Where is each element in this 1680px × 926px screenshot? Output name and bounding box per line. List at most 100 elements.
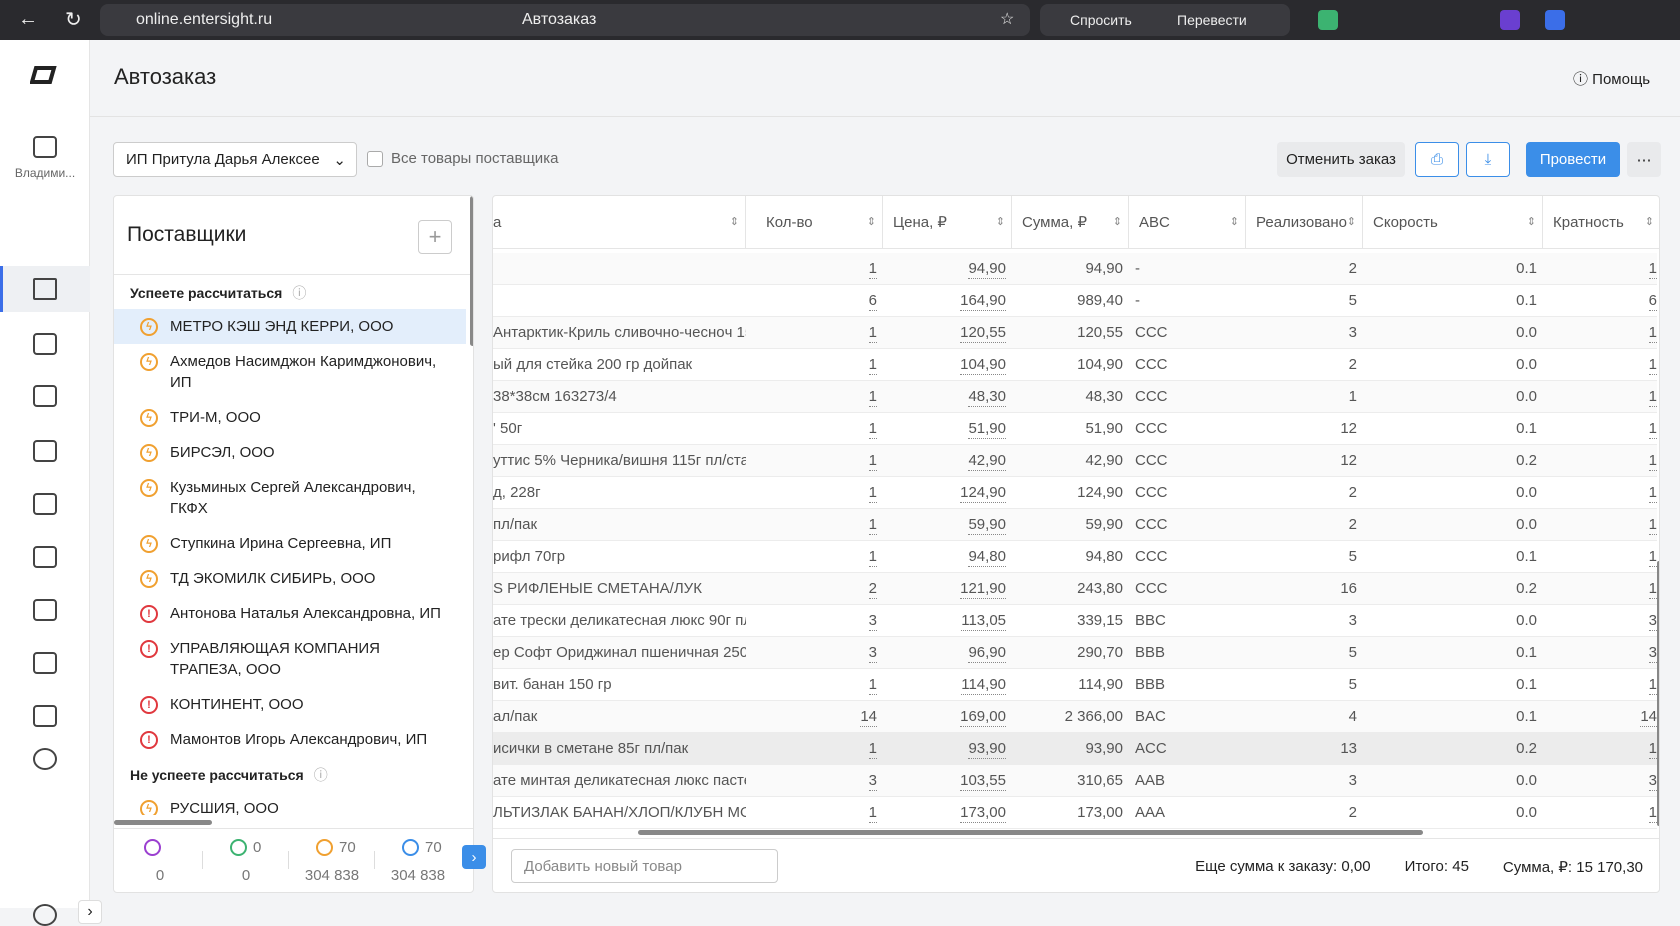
supplier-item[interactable]: ϟ Ступкина Ирина Сергеевна, ИП (114, 526, 466, 561)
table-row[interactable]: ате минтая деликатесная люкс пасте 3 103,5… (493, 765, 1657, 797)
nav-icon[interactable] (33, 546, 57, 568)
cell-text: 2 (868, 580, 877, 599)
nav-icon[interactable] (33, 333, 57, 355)
stat-count: 70 (425, 839, 442, 856)
user-icon[interactable] (33, 904, 57, 926)
column-header[interactable]: Кратность (1543, 196, 1659, 249)
cell-name: рифл 70гр (493, 541, 746, 573)
table-row[interactable]: ате трески деликатесная люкс 90г пл 3 113,… (493, 605, 1657, 637)
store-icon[interactable] (33, 136, 57, 158)
table-row[interactable]: S РИФЛЕНЫЕ СМЕТАНА/ЛУК 2 121,90 243,80 CCC 16… (493, 573, 1657, 605)
table-row[interactable]: 38*38см 163273/4 1 48,30 48,30 CCC 1 0.0 1 (493, 381, 1657, 413)
active-nav[interactable] (0, 266, 90, 312)
cell-mult: 1 (1543, 541, 1657, 573)
supplier-item[interactable]: ϟ РУСШИЯ, ООО (114, 791, 466, 815)
cell-sold: 2 (1246, 477, 1363, 509)
table-row[interactable]: д, 228г 1 124,90 124,90 CCC 2 0.0 1 (493, 477, 1657, 509)
column-header[interactable]: Реализовано (1246, 196, 1363, 249)
cell-name: 38*38см 163273/4 (493, 381, 746, 413)
reload-button[interactable]: ↻ (65, 9, 82, 31)
bookmark[interactable]: ☆ (1000, 11, 1015, 28)
cell-text: 42,90 (1085, 452, 1123, 469)
table-row[interactable]: ' 50г 1 51,90 51,90 CCC 12 0.1 1 (493, 413, 1657, 445)
cell-text: 3 (868, 772, 877, 791)
nav-icon[interactable] (33, 599, 57, 621)
table-row[interactable]: рифл 70гр 1 94,80 94,80 CCC 5 0.1 1 (493, 541, 1657, 573)
cell-text: ACC (1135, 740, 1167, 757)
cell-name: вит. банан 150 гр (493, 669, 746, 701)
column-header[interactable]: а (493, 196, 746, 249)
cell-text: 5 (1348, 644, 1357, 661)
supplier-item[interactable]: ! КОНТИНЕНТ, ООО (114, 687, 466, 722)
settings-icon[interactable] (33, 748, 57, 770)
scrollbar (1657, 561, 1659, 826)
supplier-select[interactable]: ИП Притула Дарья Алексее ⌄ (113, 142, 357, 177)
nav-icon[interactable] (33, 493, 57, 515)
cell-text: 0.0 (1516, 772, 1537, 789)
add-supplier[interactable]: + (418, 220, 452, 254)
ext-icon[interactable] (1318, 10, 1338, 30)
supplier-item[interactable]: ϟ ТД ЭКОМИЛК СИБИРЬ, ООО (114, 561, 466, 596)
ext-icon[interactable] (1545, 10, 1565, 30)
orders-icon[interactable] (33, 278, 57, 300)
cell-text: 51,90 (968, 420, 1006, 439)
ext-icon[interactable] (1500, 10, 1520, 30)
help-link[interactable]: ⓘ Помощь (1573, 71, 1651, 88)
print-button[interactable]: ⎙ (1415, 142, 1459, 177)
cell-text: 173,00 (960, 804, 1006, 823)
table-row[interactable]: ер Софт Ориджинал пшеничная 250г 3 96,90 29… (493, 637, 1657, 669)
table-row[interactable]: пл/пак 1 59,90 59,90 CCC 2 0.0 1 (493, 509, 1657, 541)
supplier-item[interactable]: ϟ ТРИ-М, ООО (114, 400, 466, 435)
column-header[interactable]: ABC (1129, 196, 1246, 249)
cell-sum: 51,90 (1012, 413, 1129, 445)
expand-button[interactable]: › (78, 900, 102, 924)
more-button[interactable]: ⋯ (1627, 142, 1661, 177)
ask-button[interactable]: Спросить (1070, 12, 1132, 28)
supplier-item[interactable]: ϟ Кузьминых Сергей Александрович, ГКФХ (114, 470, 466, 526)
download-button[interactable]: ⤓ (1466, 142, 1510, 177)
supplier-name: КОНТИНЕНТ, ООО (170, 696, 304, 713)
cell-sum: 339,15 (1012, 605, 1129, 637)
supplier-item[interactable]: ϟ БИРСЭЛ, ООО (114, 435, 466, 470)
table-row[interactable]: уттис 5% Черника/вишня 115г пл/стак 1 42,9… (493, 445, 1657, 477)
nav-icon[interactable] (33, 440, 57, 462)
translate-button[interactable]: Перевести (1177, 12, 1247, 28)
supplier-item[interactable]: ! УПРАВЛЯЮЩАЯ КОМПАНИЯ ТРАПЕЗА, ООО (114, 631, 466, 687)
add-item-input[interactable]: Добавить новый товар (511, 849, 778, 883)
table-row[interactable]: ый для стейка 200 гр дойпак 1 104,90 104,90… (493, 349, 1657, 381)
column-header[interactable]: Кол-во (756, 196, 883, 249)
group-text: Не успеете рассчитаться (130, 767, 304, 783)
address-bar[interactable]: online.entersight.ru Автозаказ ☆ (100, 4, 1030, 36)
table-panel: аКол-воЦена, ₽Сумма, ₽ABCРеализованоСкор… (492, 195, 1660, 893)
column-header[interactable]: Сумма, ₽ (1012, 196, 1129, 249)
supplier-name: Ступкина Ирина Сергеевна, ИП (170, 535, 392, 552)
cell-text: 310,65 (1077, 772, 1123, 789)
column-header[interactable]: Скорость (1363, 196, 1543, 249)
column-header[interactable]: Цена, ₽ (883, 196, 1012, 249)
nav-icon[interactable] (33, 652, 57, 674)
table-row[interactable]: 6 164,90 989,40- 5 0.1 6 (493, 285, 1657, 317)
submit-button[interactable]: Провести (1526, 142, 1620, 177)
cell-sum: 104,90 (1012, 349, 1129, 381)
table-row[interactable]: вит. банан 150 гр 1 114,90 114,90 BBB 5 0.1 1 (493, 669, 1657, 701)
table-row[interactable]: ЛЬТИЗЛАК БАНАН/ХЛОП/КЛУБН МОЛ 1 173,00 173,… (493, 797, 1657, 829)
supplier-item[interactable]: ! Антонова Наталья Александровна, ИП (114, 596, 466, 631)
back-button[interactable]: ← (18, 8, 38, 30)
nav-icon[interactable] (33, 705, 57, 727)
cell-name: уттис 5% Черника/вишня 115г пл/стак (493, 445, 746, 477)
cell-speed: 0.0 (1363, 509, 1543, 541)
table-row[interactable]: исички в сметане 85г пл/пак 1 93,90 93,90 AC… (493, 733, 1657, 765)
supplier-item[interactable]: ! Мамонтов Игорь Александрович, ИП (114, 722, 466, 757)
table-row[interactable]: 1 94,90 94,90-2 0.1 1 (493, 253, 1657, 285)
supplier-item[interactable]: ϟ МЕТРО КЭШ ЭНД КЕРРИ, ООО (114, 309, 466, 344)
supplier-item[interactable]: ϟ Ахмедов Насимджон Каримджонович, ИП (114, 344, 466, 400)
cell-text: 121,90 (960, 580, 1006, 599)
table-row[interactable]: ал/пак 14 169,00 2 366,00 BAC 4 0.1 14 (493, 701, 1657, 733)
nav-icon[interactable] (33, 385, 57, 407)
next-button[interactable]: › (462, 845, 486, 869)
checkbox[interactable] (367, 151, 383, 167)
cell-name: исички в сметане 85г пл/пак (493, 733, 746, 765)
cell-text: 1 (868, 804, 877, 823)
cancel-button[interactable]: Отменить заказ (1277, 142, 1405, 177)
table-row[interactable]: Антарктик-Криль сливочно-чеснoч 15 1 120,5… (493, 317, 1657, 349)
